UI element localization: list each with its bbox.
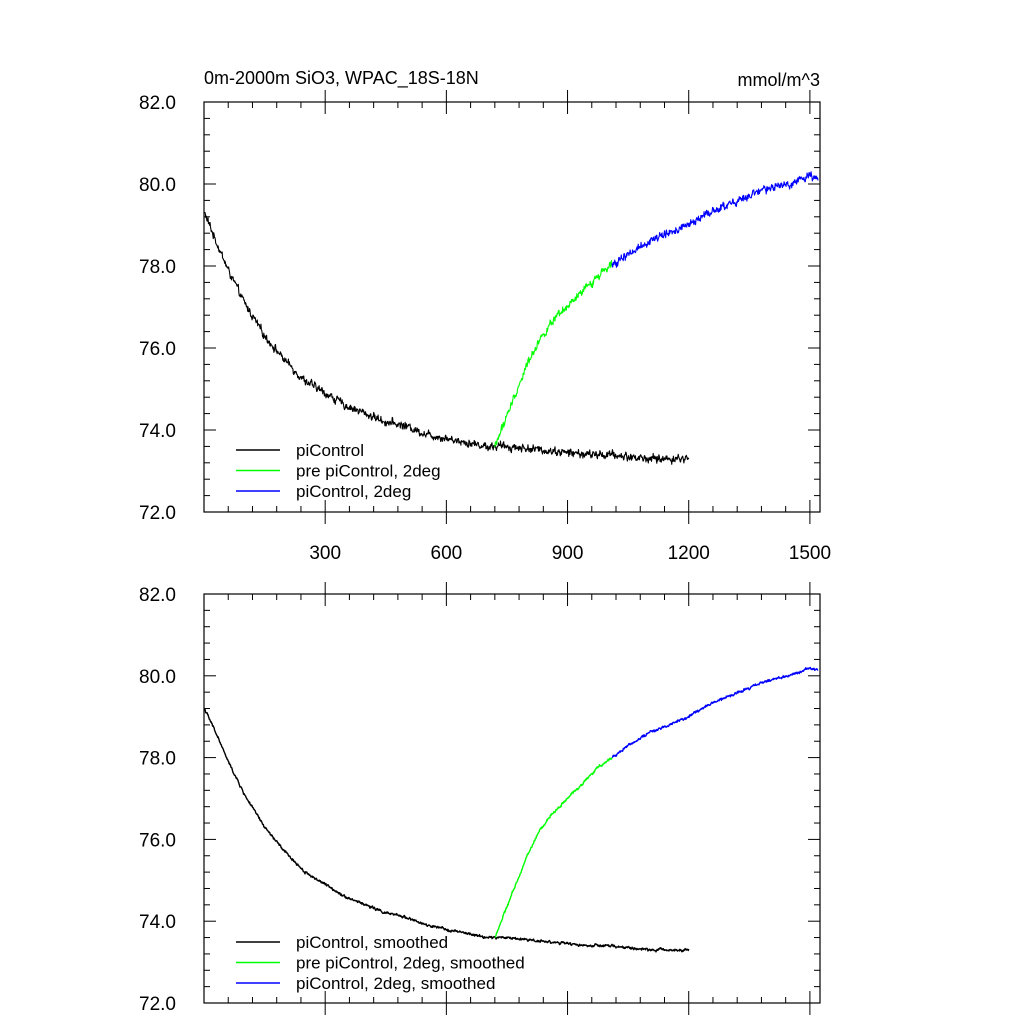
bottom-panel: 72.0 74.0 76.0 78.0 80.0 82.0 piControl,… <box>139 582 821 1015</box>
x-tick-label: 300 <box>309 543 341 564</box>
top-y-tick-labels: 72.0 74.0 76.0 78.0 80.0 82.0 <box>139 93 176 524</box>
y-tick-label: 80.0 <box>139 175 176 196</box>
units-label: mmol/m^3 <box>738 70 820 90</box>
x-tick-label: 1200 <box>668 543 710 564</box>
bottom-y-tick-labels: 72.0 74.0 76.0 78.0 80.0 82.0 <box>139 585 176 1015</box>
series-line-pre-picontrol-2deg <box>494 259 613 448</box>
y-tick-label: 82.0 <box>139 93 176 114</box>
y-tick-label: 76.0 <box>139 339 176 360</box>
y-tick-label: 80.0 <box>139 667 176 688</box>
legend-label: piControl <box>296 441 364 460</box>
x-tick-label: 900 <box>552 543 584 564</box>
series-line-picontrol-2deg-smoothed <box>611 666 819 758</box>
legend-label: piControl, smoothed <box>296 933 448 952</box>
top-series-layer <box>204 171 819 465</box>
series-line-picontrol-2deg <box>611 171 819 268</box>
top-plot-frame <box>203 101 821 513</box>
x-tick-label: 1500 <box>789 543 831 564</box>
series-line-pre-picontrol-2deg-smoothed <box>494 757 613 938</box>
y-tick-label: 82.0 <box>139 585 176 606</box>
chart-title: 0m-2000m SiO3, WPAC_18S-18N <box>204 68 479 89</box>
legend-label: pre piControl, 2deg <box>296 462 441 481</box>
y-tick-label: 76.0 <box>139 830 176 851</box>
legend-label: piControl, 2deg <box>296 482 411 501</box>
bottom-series-layer <box>203 666 819 953</box>
series-line-picontrol-smoothed <box>203 708 690 953</box>
top-legend: piControl pre piControl, 2deg piControl,… <box>236 441 441 501</box>
y-tick-label: 74.0 <box>139 421 176 442</box>
legend-label: pre piControl, 2deg, smoothed <box>296 954 525 973</box>
x-tick-label: 600 <box>431 543 463 564</box>
y-tick-label: 72.0 <box>139 503 176 524</box>
y-tick-label: 78.0 <box>139 749 176 770</box>
top-x-tick-labels: 300 600 900 1200 1500 <box>309 543 831 564</box>
y-tick-label: 74.0 <box>139 912 176 933</box>
top-axis-ticks <box>204 90 820 524</box>
legend-label: piControl, 2deg, smoothed <box>296 974 495 993</box>
y-tick-label: 78.0 <box>139 257 176 278</box>
y-tick-label: 72.0 <box>139 994 176 1015</box>
bottom-plot-frame <box>203 593 821 1004</box>
top-panel: 0m-2000m SiO3, WPAC_18S-18N mmol/m^3 72.… <box>139 68 831 564</box>
bottom-axis-ticks <box>204 582 820 1015</box>
series-line-picontrol <box>204 211 690 465</box>
bottom-legend: piControl, smoothed pre piControl, 2deg,… <box>236 933 525 993</box>
